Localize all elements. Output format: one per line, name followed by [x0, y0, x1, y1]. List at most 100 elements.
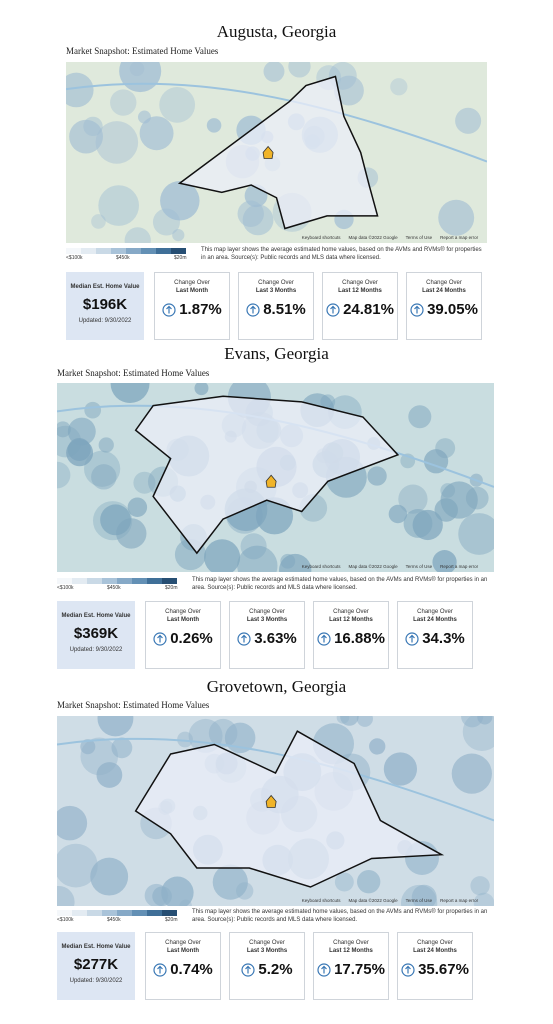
value-patch [80, 739, 96, 755]
legend-label: $450k [107, 917, 121, 923]
legend-swatch [117, 910, 132, 916]
up-arrow-icon [153, 631, 167, 646]
legend-label: $20m [165, 917, 178, 923]
icon-arrow [245, 965, 252, 973]
attribution-item: Report a map error [440, 898, 479, 903]
change-period: Last 3 Months [246, 948, 288, 954]
value-patch [133, 471, 156, 494]
value-patch [280, 553, 296, 569]
change-value: 24.81% [343, 301, 394, 318]
legend-swatch [96, 248, 111, 254]
value-patch [90, 857, 129, 896]
legend-note: This map layer shows the average estimat… [201, 247, 482, 261]
map [57, 383, 494, 572]
value-patch [411, 884, 437, 906]
icon-circle [246, 302, 260, 317]
change-label: Change Over [333, 940, 369, 946]
icon-arrow [241, 634, 248, 642]
value-patch [369, 738, 386, 755]
change-card: Change Over Last 3 Months 3.63% [229, 601, 305, 669]
change-row: 34.3% [398, 630, 472, 647]
change-label: Change Over [165, 609, 201, 615]
change-card: Change Over Last 12 Months 17.75% [313, 932, 389, 1000]
value-patch [477, 716, 493, 725]
value-patch [438, 199, 475, 236]
up-arrow-icon [410, 302, 424, 317]
change-row: 17.75% [314, 961, 388, 978]
change-row: 24.81% [323, 301, 397, 318]
value-patch [57, 843, 98, 888]
median-label: Median Est. Home Value [70, 284, 140, 290]
icon-circle [405, 631, 419, 646]
value-patch [212, 864, 248, 900]
legend-swatch [72, 910, 87, 916]
value-patch [177, 731, 193, 748]
legend-label: <$100k [57, 585, 74, 591]
value-patch [334, 872, 354, 892]
value-patch [398, 484, 428, 514]
icon-arrow [166, 305, 173, 313]
value-patch [160, 181, 200, 221]
value-patch [434, 498, 458, 522]
attribution-item: Map data ©2022 Google [348, 235, 398, 240]
legend-swatch [132, 910, 147, 916]
value-patch [288, 62, 311, 78]
change-value: 5.2% [258, 961, 293, 978]
value-patch [57, 461, 71, 489]
legend-swatch [57, 910, 72, 916]
change-value: 16.88% [334, 630, 385, 647]
change-card: Change Over Last 3 Months 5.2% [229, 932, 305, 1000]
icon-circle [401, 962, 415, 977]
value-patch [236, 882, 254, 900]
value-patch [84, 401, 102, 419]
section-subtitle: Market Snapshot: Estimated Home Values [57, 368, 210, 378]
change-value: 0.74% [170, 961, 213, 978]
city-boundary [177, 75, 379, 230]
change-value: 39.05% [427, 301, 478, 318]
change-period: Last 3 Months [255, 288, 297, 294]
legend-swatch [102, 578, 117, 584]
change-card: Change Over Last 12 Months 16.88% [313, 601, 389, 669]
legend-label: <$100k [57, 917, 74, 923]
up-arrow-icon [237, 631, 251, 646]
change-card: Change Over Last Month 0.74% [145, 932, 221, 1000]
value-patch [357, 870, 381, 894]
icon-circle [410, 302, 424, 317]
value-patch [390, 78, 408, 96]
value-patch [356, 716, 373, 727]
legend-note: This map layer shows the average estimat… [192, 909, 488, 923]
value-patch [458, 513, 494, 555]
attribution-item: Terms of Use [405, 564, 433, 569]
change-period: Last Month [167, 617, 199, 623]
change-row: 16.88% [314, 630, 388, 647]
change-value: 17.75% [334, 961, 385, 978]
house-icon [265, 474, 277, 488]
change-card: Change Over Last Month 0.26% [145, 601, 221, 669]
value-patch [240, 533, 267, 560]
change-label: Change Over [249, 940, 285, 946]
map-attribution: Keyboard shortcuts Map data ©2022 Google T… [302, 564, 478, 569]
up-arrow-icon [317, 631, 331, 646]
change-label: Change Over [258, 280, 294, 286]
value-patch [412, 509, 443, 541]
legend-swatch [111, 248, 126, 254]
section-title: Grovetown, Georgia [206, 677, 347, 696]
change-value: 3.63% [254, 630, 297, 647]
icon-arrow [405, 965, 411, 973]
attribution-item: Map data ©2022 Google [348, 564, 398, 569]
median-updated: Updated: 9/30/2022 [78, 318, 132, 324]
value-patch [263, 62, 285, 82]
value-patch [242, 204, 274, 236]
value-patch [124, 227, 151, 243]
icon-arrow [250, 305, 257, 313]
icon-arrow [157, 965, 164, 973]
change-card: Change Over Last 24 Months 39.05% [406, 272, 482, 340]
legend-swatch [147, 578, 162, 584]
icon-arrow [414, 305, 420, 313]
icon-arrow [321, 634, 327, 642]
change-period: Last 12 Months [329, 948, 373, 954]
change-row: 3.63% [230, 630, 304, 647]
attribution-item: Report a map error [440, 564, 479, 569]
change-row: 1.87% [155, 301, 229, 318]
section-subtitle: Market Snapshot: Estimated Home Values [66, 46, 219, 56]
